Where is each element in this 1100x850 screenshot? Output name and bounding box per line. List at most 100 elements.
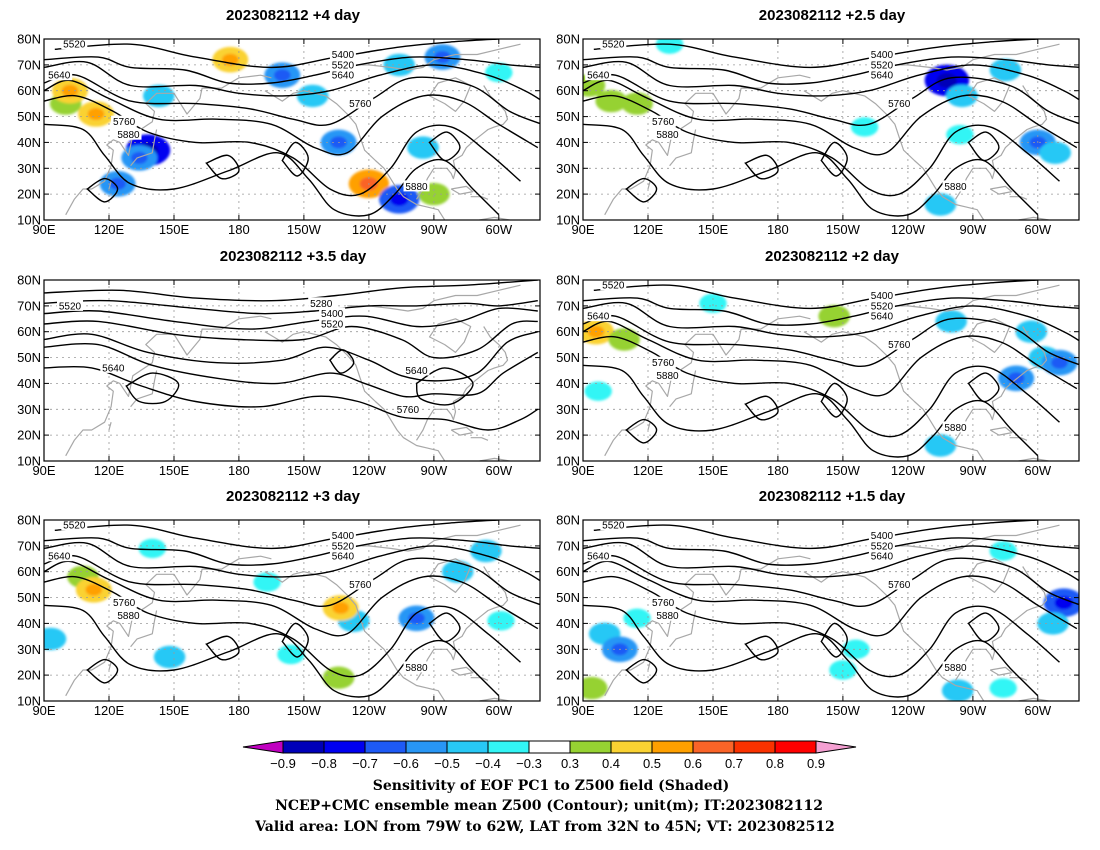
contour-line bbox=[44, 537, 540, 566]
contour-line bbox=[583, 79, 1078, 156]
lat-tick-label: 60N bbox=[17, 564, 41, 579]
contour-label: 5760 bbox=[652, 358, 675, 369]
contour-label: 5640 bbox=[332, 552, 355, 563]
coastline bbox=[108, 662, 112, 671]
contour-label-bg bbox=[61, 520, 88, 531]
contour-closed bbox=[328, 349, 355, 374]
contour-line bbox=[44, 365, 539, 431]
contour-label-bg bbox=[329, 69, 356, 81]
coastlines bbox=[65, 43, 521, 220]
contour-label-bg bbox=[650, 356, 677, 368]
colorbar-right-arrow bbox=[815, 740, 857, 754]
contour-closed bbox=[625, 658, 658, 684]
contour-closed bbox=[415, 367, 474, 406]
contour-line bbox=[44, 123, 500, 217]
contour-label: 5520 bbox=[59, 301, 82, 312]
coastline bbox=[264, 331, 446, 461]
contour-line bbox=[44, 541, 540, 582]
contour-label-bg bbox=[329, 539, 356, 551]
lon-tick-label: 150W bbox=[287, 463, 322, 478]
coastlines bbox=[65, 524, 521, 701]
coastline bbox=[264, 571, 446, 701]
sensitivity-blob bbox=[935, 310, 967, 333]
sensitivity-blob bbox=[470, 539, 502, 563]
colorbar-label: −0.8 bbox=[311, 756, 337, 771]
sensitivity-blob bbox=[485, 62, 513, 83]
contour-label: 5760 bbox=[397, 405, 420, 416]
sensitivity-blob bbox=[924, 193, 957, 216]
contour-line bbox=[44, 280, 538, 302]
colorbar-swatch bbox=[487, 740, 530, 754]
coastline bbox=[989, 666, 1013, 676]
coastline bbox=[967, 558, 1011, 593]
contour-label-bg bbox=[46, 550, 73, 562]
coastline bbox=[470, 437, 489, 441]
colorbar-swatch bbox=[733, 740, 776, 754]
contour-line bbox=[44, 320, 538, 359]
coastline bbox=[479, 457, 510, 461]
contour-label-bg bbox=[868, 48, 895, 60]
sensitivity-core bbox=[109, 177, 126, 190]
lat-tick-label: 10N bbox=[17, 454, 41, 469]
contour-label-bg bbox=[868, 299, 895, 311]
contour-line bbox=[44, 60, 540, 101]
lon-tick-label: 90W bbox=[960, 703, 987, 718]
contour-closed bbox=[625, 177, 658, 203]
lat-tick-label: 10N bbox=[556, 694, 580, 709]
contour-label: 5640 bbox=[587, 552, 610, 563]
contour-closed bbox=[967, 131, 1000, 162]
sensitivity-blob bbox=[946, 125, 974, 145]
sensitivity-core bbox=[61, 84, 79, 97]
colorbar-label: 0.4 bbox=[602, 756, 620, 771]
coastlines bbox=[604, 524, 1060, 701]
contour-label: 5760 bbox=[113, 598, 136, 609]
contour-line bbox=[583, 60, 1079, 101]
lon-tick-label: 90E bbox=[571, 463, 594, 478]
sensitivity-blob bbox=[1039, 141, 1071, 164]
coastline bbox=[669, 370, 697, 408]
coastline bbox=[967, 77, 1011, 112]
sensitivity-blob bbox=[941, 679, 974, 701]
lon-tick-label: 90W bbox=[421, 463, 448, 478]
lon-tick-label: 150E bbox=[698, 463, 729, 478]
contour-label-bg bbox=[61, 39, 88, 50]
sensitivity-shading bbox=[583, 39, 1071, 216]
lon-tick-label: 90E bbox=[32, 463, 55, 478]
contour-closed bbox=[820, 622, 848, 658]
contour-label-bg bbox=[650, 115, 677, 127]
lon-tick-label: 120E bbox=[633, 222, 664, 237]
contour-label-bg bbox=[115, 609, 142, 621]
contour-label: 5520 bbox=[332, 541, 355, 552]
contour-label-bg bbox=[115, 128, 142, 140]
colorbar-left-arrow bbox=[242, 740, 284, 754]
coastline bbox=[347, 524, 521, 552]
contour-label-bg bbox=[868, 289, 895, 301]
lat-tick-label: 30N bbox=[556, 402, 580, 417]
contour-label-bg bbox=[942, 421, 969, 433]
lat-tick-label: 10N bbox=[17, 694, 41, 709]
coastline bbox=[65, 74, 272, 216]
colorbar-swatch bbox=[405, 740, 448, 754]
lat-tick-label: 60N bbox=[17, 83, 41, 98]
contour-closed bbox=[86, 658, 119, 684]
contour-label: 5760 bbox=[652, 117, 675, 128]
contour-closed bbox=[205, 635, 240, 661]
colorbar-label: −0.9 bbox=[270, 756, 296, 771]
lat-tick-label: 60N bbox=[17, 324, 41, 339]
coastlines bbox=[65, 284, 521, 461]
colorbar-swatch bbox=[528, 740, 571, 754]
sensitivity-blob bbox=[44, 627, 67, 651]
contour-label: 5880 bbox=[405, 663, 428, 674]
contour-line bbox=[44, 73, 540, 127]
contour-line bbox=[593, 39, 1038, 69]
contour-label-bg bbox=[347, 578, 374, 590]
coastline bbox=[130, 129, 158, 167]
coastline bbox=[647, 181, 651, 190]
lon-tick-label: 150W bbox=[826, 463, 861, 478]
contour-label-bg bbox=[100, 361, 127, 373]
colorbar-swatch bbox=[692, 740, 735, 754]
sensitivity-core bbox=[85, 583, 103, 596]
lon-tick-label: 60W bbox=[1024, 463, 1051, 478]
footer-line-2: NCEP+CMC ensemble mean Z500 (Contour); u… bbox=[275, 798, 823, 814]
